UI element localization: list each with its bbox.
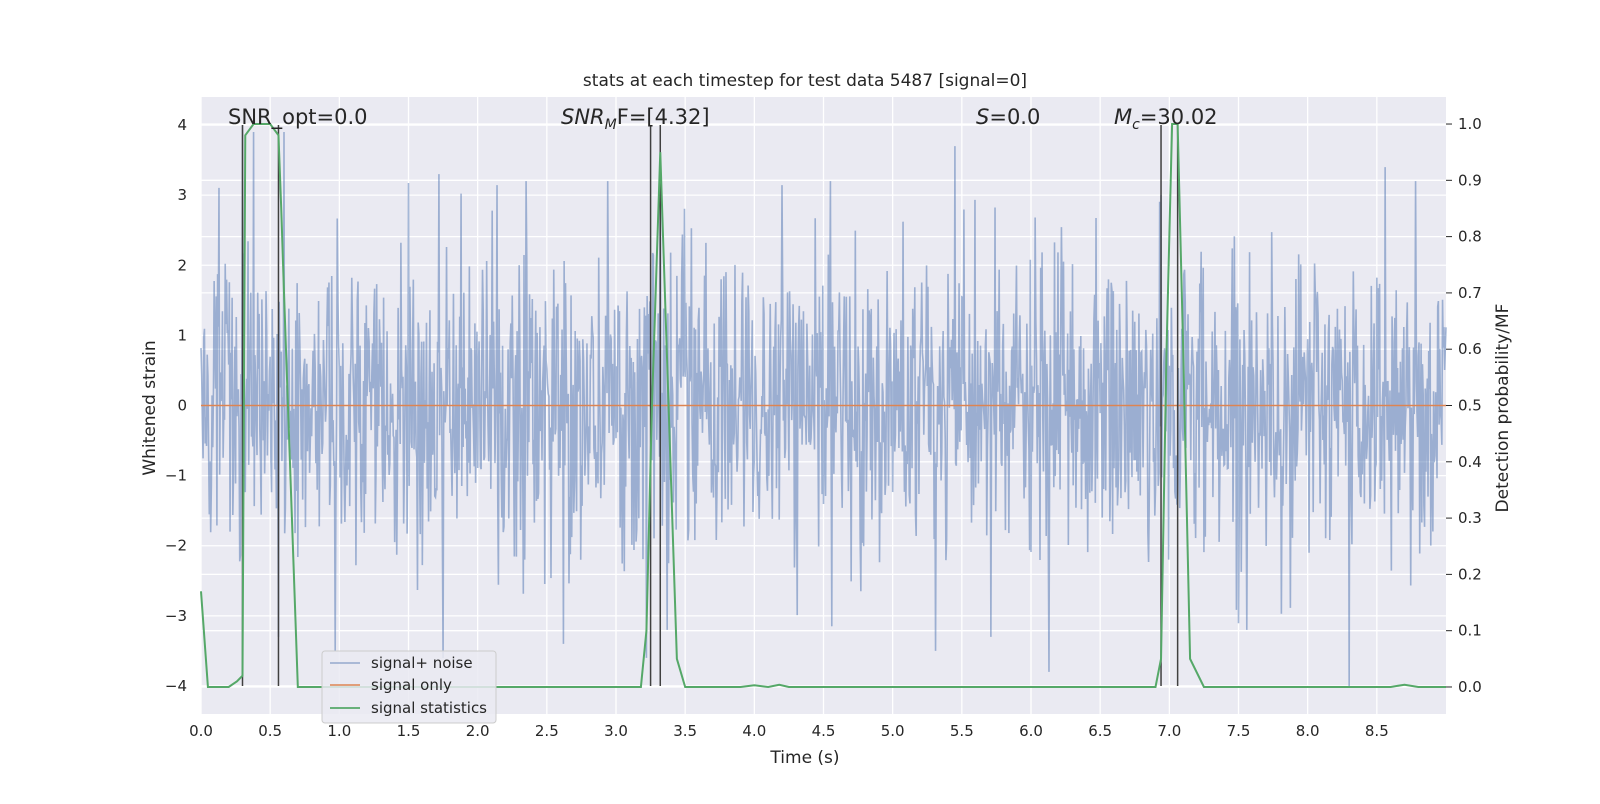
y2-tick-labels: 0.0 0.1 0.2 0.3 0.4 0.5 0.6 0.7 0.8 0.9 1.0 <box>1446 115 1482 696</box>
y-tick-labels: −4 −3 −2 −1 0 1 2 3 4 <box>165 116 187 695</box>
x-tick-label: 5.0 <box>881 722 905 740</box>
y-tick-label: −3 <box>165 607 187 625</box>
y2-tick-label: 0.7 <box>1458 284 1482 302</box>
x-tick-label: 5.5 <box>950 722 974 740</box>
x-tick-label: 8.0 <box>1296 722 1320 740</box>
annotation-snr-mf-main: SNR <box>561 105 605 129</box>
y-tick-label: −1 <box>165 467 187 485</box>
y2-tick-label: 0.8 <box>1458 228 1482 246</box>
x-tick-label: 8.5 <box>1365 722 1389 740</box>
annotation-snr-mf-rest: F=[4.32] <box>617 105 710 129</box>
y2-tick-label: 0.2 <box>1458 565 1482 583</box>
signal-statistics-series <box>200 123 1446 688</box>
y2-axis-label: Detection probability/MF <box>1493 304 1513 513</box>
x-tick-label: 3.0 <box>604 722 628 740</box>
y2-tick-label: 0.5 <box>1458 397 1482 415</box>
y-tick-label: 0 <box>177 397 187 415</box>
legend-box <box>321 650 497 724</box>
annotation-snr-opt: SNR_opt=0.0 <box>228 105 368 130</box>
legend-label-signal-noise: signal+ noise <box>371 654 473 672</box>
annotation-mc-main: M <box>1114 105 1132 129</box>
y-axis-label: Whitened strain <box>140 340 160 475</box>
x-tick-label: 4.0 <box>742 722 766 740</box>
annotation-mc-sub: c <box>1132 117 1140 133</box>
annotation-snr-mf-sub: M <box>605 117 617 133</box>
y-tick-label: −4 <box>165 677 187 695</box>
y2-tick-label: 0.9 <box>1458 171 1482 189</box>
x-tick-labels: 0.0 0.5 1.0 1.5 2.0 2.5 3.0 3.5 4.0 4.5 5.0 5.5 6.0 6… <box>189 722 1389 740</box>
y-tick-label: −2 <box>165 537 187 555</box>
y2-tick-label: 1.0 <box>1458 115 1482 133</box>
annotation-mc-rest: =30.02 <box>1140 105 1218 129</box>
legend-label-signal-only: signal only <box>371 676 452 694</box>
x-tick-label: 1.5 <box>397 722 421 740</box>
y-tick-label: 3 <box>177 186 187 204</box>
x-tick-label: 1.0 <box>327 722 351 740</box>
x-tick-label: 6.5 <box>1088 722 1112 740</box>
y2-tick-label: 0.4 <box>1458 453 1482 471</box>
chart-title: stats at each timestep for test data 548… <box>583 71 1027 91</box>
annotation-mc: Mc=30.02 <box>1114 105 1218 133</box>
x-tick-label: 0.0 <box>189 722 213 740</box>
y2-tick-label: 0.1 <box>1458 622 1482 640</box>
y-tick-label: 4 <box>177 116 187 134</box>
signal-statistics-line <box>200 123 1446 688</box>
annotation-s: S=0.0 <box>976 105 1040 129</box>
annotation-s-rest: =0.0 <box>989 105 1040 129</box>
signal-noise-line <box>200 125 1447 686</box>
legend: signal+ noise signal only signal statist… <box>321 650 497 724</box>
x-tick-label: 7.5 <box>1227 722 1251 740</box>
detection-markers <box>241 125 1179 686</box>
x-tick-label: 2.0 <box>466 722 490 740</box>
y-tick-label: 2 <box>177 256 187 274</box>
signal-noise-series <box>200 125 1447 686</box>
x-tick-label: 6.0 <box>1019 722 1043 740</box>
x-tick-label: 2.5 <box>535 722 559 740</box>
y2-tick-label: 0.6 <box>1458 340 1482 358</box>
legend-label-signal-statistics: signal statistics <box>371 699 487 717</box>
x-axis-label: Time (s) <box>769 748 839 768</box>
x-tick-label: 3.5 <box>673 722 697 740</box>
annotation-s-var: S <box>976 105 989 129</box>
annotation-snr-mf: SNRMF=[4.32] <box>561 105 710 133</box>
y-tick-label: 1 <box>177 326 187 344</box>
x-tick-label: 0.5 <box>258 722 282 740</box>
y2-tick-label: 0.3 <box>1458 509 1482 527</box>
y2-tick-label: 0.0 <box>1458 678 1482 696</box>
x-tick-label: 4.5 <box>812 722 836 740</box>
x-tick-label: 7.0 <box>1157 722 1181 740</box>
